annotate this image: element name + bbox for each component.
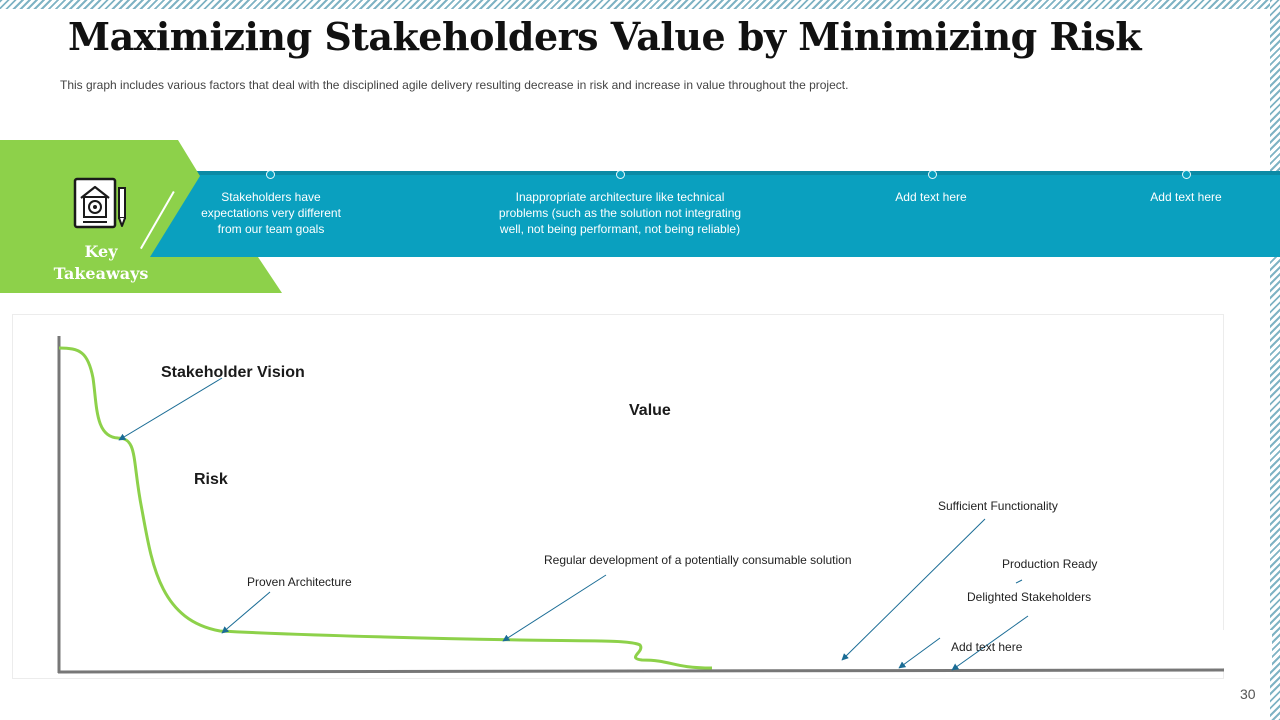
banner-dot (1182, 170, 1191, 179)
page-title: Maximizing Stakeholders Value by Minimiz… (68, 14, 1142, 59)
label-proven-architecture: Proven Architecture (247, 575, 352, 589)
takeaway-text-1: Stakeholders have expectations very diff… (201, 190, 341, 236)
takeaways-banner (150, 172, 1280, 257)
page-subtitle: This graph includes various factors that… (60, 78, 849, 92)
label-production-ready: Production Ready (1002, 557, 1098, 571)
banner-top-line (170, 171, 1280, 175)
label-stakeholder-vision: Stakeholder Vision (161, 364, 305, 381)
arrow-proven-architecture (221, 591, 271, 634)
arrow-stakeholder-vision (118, 377, 223, 441)
top-decorative-stripe (0, 0, 1280, 9)
key-takeaways-label: Key Takeaways (53, 242, 149, 283)
label-sufficient-functionality: Sufficient Functionality (938, 499, 1058, 513)
takeaway-text-2: Inappropriate architecture like technica… (498, 190, 742, 236)
x-axis (57, 668, 1225, 674)
arrow-sufficient-functionality (841, 518, 986, 661)
arrow-production-ready (898, 637, 941, 669)
label-add-text: Add text here (951, 640, 1023, 654)
axis-mask (1222, 630, 1272, 668)
label-risk: Risk (194, 471, 228, 488)
arrow-production-ready-stub (1015, 579, 1023, 584)
page-number: 30 (1240, 686, 1256, 702)
takeaway-text-3: Add text here (895, 190, 967, 204)
banner-dot (616, 170, 625, 179)
label-delighted-stakeholders: Delighted Stakeholders (967, 590, 1092, 604)
banner-dot (928, 170, 937, 179)
banner-dot (266, 170, 275, 179)
arrow-delighted-stakeholders (951, 615, 1029, 671)
label-value: Value (629, 402, 671, 419)
risk-value-diagram (12, 314, 1224, 679)
arrow-regular-development (502, 574, 607, 642)
house-document-icon (73, 177, 126, 229)
risk-curve (58, 346, 713, 670)
label-regular-development: Regular development of a potentially con… (544, 553, 852, 567)
takeaway-text-4: Add text here (1150, 190, 1222, 204)
right-decorative-stripe (1270, 0, 1280, 720)
